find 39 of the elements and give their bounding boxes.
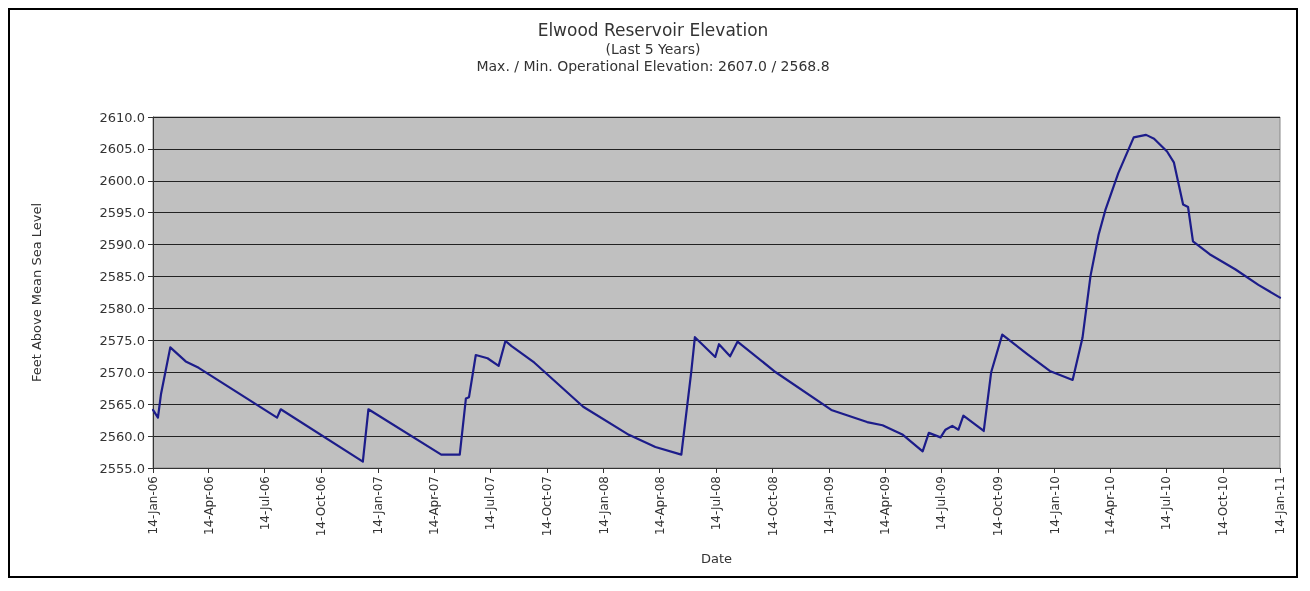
y-tick-label: 2600.0 [99,173,145,189]
x-tick-label: 14-Jul-08 [708,476,723,531]
y-tick-label: 2590.0 [99,237,145,253]
x-tick-label: 14-Oct-09 [990,476,1005,537]
x-tick-label: 14-Jul-10 [1159,476,1174,531]
x-tick-label: 14-Jan-09 [822,476,837,535]
y-tick-label: 2555.0 [99,460,145,476]
x-tick-label: 14-Jan-08 [596,476,611,535]
chart-subtitle: (Last 5 Years) [605,40,701,57]
x-tick-label: 14-Jan-06 [146,476,160,535]
x-tick-label: 14-Oct-07 [539,476,554,537]
x-tick-label: 14-Jan-07 [371,476,386,535]
x-tick-label: 14-Jul-06 [257,476,272,531]
y-tick-label: 2560.0 [99,428,145,444]
x-tick-label: 14-Apr-06 [201,476,216,535]
x-tick-label: 14-Jul-07 [482,476,497,531]
x-tick-label: 14-Oct-08 [765,476,780,537]
x-tick-label: 14-Jan-10 [1047,476,1062,535]
y-tick-label: 2610.0 [99,109,145,125]
chart-title: Elwood Reservoir Elevation [537,19,769,40]
y-tick-label: 2605.0 [99,141,145,157]
y-tick-label: 2580.0 [99,300,145,316]
x-tick-label: 14-Apr-09 [877,476,892,535]
y-tick-label: 2565.0 [99,396,145,412]
y-tick-label: 2595.0 [99,205,145,221]
x-tick-label: 14-Jan-11 [1273,476,1287,535]
x-tick-label: 14-Apr-07 [426,476,441,535]
x-tick-label: 14-Oct-06 [314,476,329,537]
line-series [151,133,1282,463]
y-axis-title: Feet Above Mean Sea Level [29,202,44,383]
y-tick-label: 2585.0 [99,269,145,285]
x-tick-label: 14-Oct-10 [1216,476,1231,537]
x-tick-label: 14-Apr-08 [652,476,667,535]
y-tick-label: 2570.0 [99,364,145,380]
x-tick-label: 14-Jul-09 [934,476,949,531]
text: Max. / Min. Operational Elevation: 2607.0 / 2568.8 [476,57,830,74]
x-axis-title: Date [700,551,733,566]
y-tick-label: 2575.0 [99,332,145,348]
x-tick-label: 14-Apr-10 [1103,476,1118,535]
